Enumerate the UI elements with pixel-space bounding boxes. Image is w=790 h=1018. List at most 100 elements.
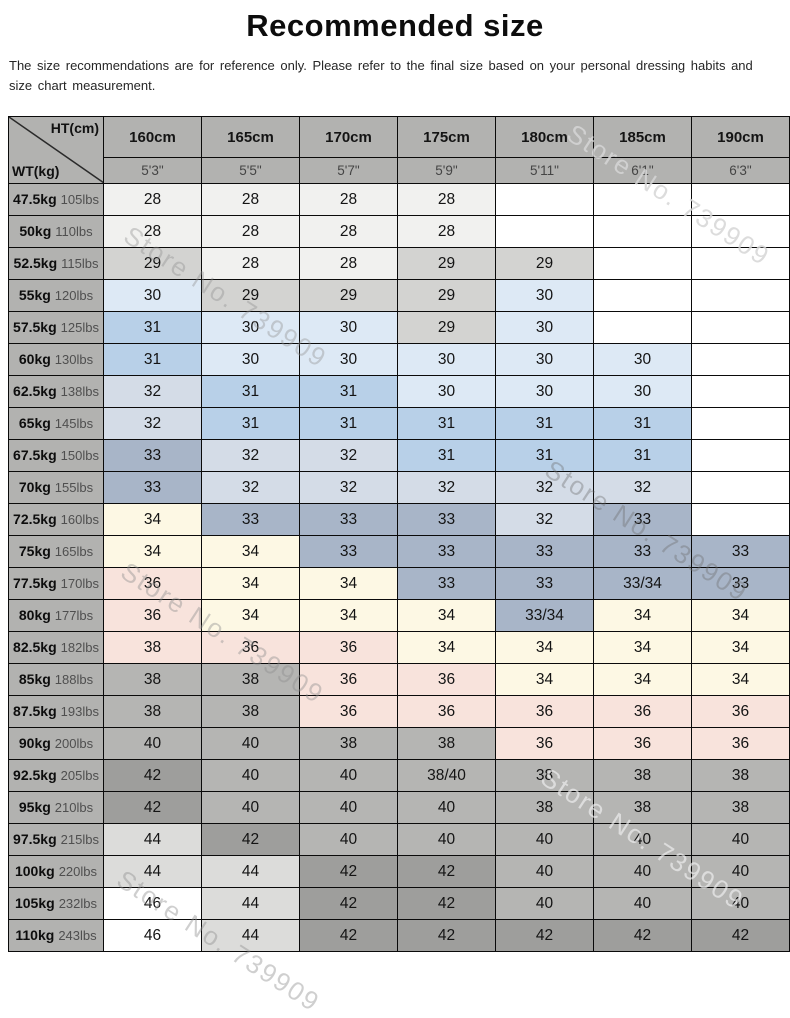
size-cell: 40: [299, 791, 398, 824]
size-cell: 33: [103, 439, 202, 472]
height-header-cell: 185cm: [593, 116, 692, 158]
size-cell: 30: [593, 375, 692, 408]
size-cell: 33: [495, 535, 594, 568]
table-row: 70kg 155lbs 33 32 32 32 32 32: [8, 471, 790, 504]
weight-label-cell: 92.5kg 205lbs: [8, 759, 104, 792]
size-cell: 42: [397, 919, 496, 952]
size-cell: 33: [299, 535, 398, 568]
height-subheader-cell: 5'3": [103, 157, 202, 184]
size-cell: 38: [103, 631, 202, 664]
height-header-cell: 180cm: [495, 116, 594, 158]
weight-kg-label: 60kg: [18, 350, 51, 367]
size-cell: 28: [103, 215, 202, 248]
size-cell: 29: [299, 279, 398, 312]
size-cell: 40: [495, 887, 594, 920]
size-cell: 42: [397, 855, 496, 888]
size-cell: 40: [201, 759, 300, 792]
size-cell: 36: [103, 567, 202, 600]
weight-lbs-label: 110lbs: [55, 223, 93, 239]
weight-kg-label: 100kg: [14, 862, 55, 879]
weight-kg-label: 85kg: [18, 670, 51, 687]
weight-lbs-label: 232lbs: [58, 895, 97, 911]
weight-label-cell: 97.5kg 215lbs: [8, 823, 104, 856]
size-cell: 34: [593, 663, 692, 696]
weight-kg-label: 55kg: [18, 286, 51, 303]
size-cell: [495, 183, 594, 216]
size-cell: 46: [103, 887, 202, 920]
height-subheader-cell: 5'9": [397, 157, 496, 184]
size-cell: 38: [691, 791, 790, 824]
size-cell: 31: [495, 439, 594, 472]
size-cell: 36: [691, 695, 790, 728]
table-row: 95kg 210lbs 42 40 40 40 38 38 38: [8, 791, 790, 824]
table-row: 90kg 200lbs 40 40 38 38 36 36 36: [8, 727, 790, 760]
size-cell: 36: [397, 663, 496, 696]
size-cell: 34: [201, 599, 300, 632]
size-cell: [691, 279, 790, 312]
weight-kg-label: 97.5kg: [13, 830, 57, 847]
size-cell: 42: [299, 887, 398, 920]
size-cell: 38: [397, 727, 496, 760]
size-cell: [691, 183, 790, 216]
size-cell: 31: [593, 407, 692, 440]
size-cell: 32: [593, 471, 692, 504]
size-cell: 28: [397, 215, 496, 248]
weight-lbs-label: 160lbs: [60, 511, 99, 527]
size-cell: 30: [495, 311, 594, 344]
weight-lbs-label: 105lbs: [60, 191, 99, 207]
size-cell: 34: [397, 631, 496, 664]
size-cell: 28: [201, 247, 300, 280]
page-title: Recommended size: [246, 8, 544, 43]
size-cell: 40: [397, 823, 496, 856]
size-cell: 36: [691, 727, 790, 760]
size-cell: 33: [299, 503, 398, 536]
weight-kg-label: 70kg: [18, 478, 51, 495]
size-cell: 36: [103, 599, 202, 632]
note-text: The size recommendations are for referen…: [9, 58, 753, 93]
size-cell: 40: [691, 855, 790, 888]
size-cell: 40: [691, 823, 790, 856]
weight-label-cell: 90kg 200lbs: [8, 727, 104, 760]
size-cell: 38: [593, 791, 692, 824]
height-header-cell: 190cm: [691, 116, 790, 158]
size-cell: 38: [691, 759, 790, 792]
size-cell: 30: [103, 279, 202, 312]
size-cell: 34: [495, 663, 594, 696]
weight-label-cell: 82.5kg 182lbs: [8, 631, 104, 664]
size-cell: 36: [495, 695, 594, 728]
weight-label-cell: 67.5kg 150lbs: [8, 439, 104, 472]
size-cell: 29: [201, 279, 300, 312]
size-cell: 36: [201, 631, 300, 664]
table-row: 52.5kg 115lbs 29 28 28 29 29: [8, 247, 790, 280]
size-cell: 31: [103, 311, 202, 344]
size-cell: 32: [201, 471, 300, 504]
size-cell: 40: [299, 823, 398, 856]
weight-kg-label: 92.5kg: [13, 766, 57, 783]
weight-label-cell: 85kg 188lbs: [8, 663, 104, 696]
size-cell: 31: [299, 375, 398, 408]
size-cell: 34: [103, 503, 202, 536]
table-row: 97.5kg 215lbs 44 42 40 40 40 40 40: [8, 823, 790, 856]
weight-lbs-label: 170lbs: [60, 575, 99, 591]
table-row: 60kg 130lbs 31 30 30 30 30 30: [8, 343, 790, 376]
size-cell: 29: [397, 279, 496, 312]
size-cell: [691, 503, 790, 536]
size-cell: 33: [397, 535, 496, 568]
size-cell: 30: [593, 343, 692, 376]
weight-lbs-label: 138lbs: [60, 383, 99, 399]
size-cell: 30: [201, 343, 300, 376]
size-cell: [691, 375, 790, 408]
size-cell: 31: [495, 407, 594, 440]
weight-kg-label: 87.5kg: [13, 702, 57, 719]
size-cell: [691, 471, 790, 504]
size-cell: 32: [397, 471, 496, 504]
size-cell: 36: [397, 695, 496, 728]
size-cell: 40: [299, 759, 398, 792]
size-cell: 38: [299, 727, 398, 760]
size-cell: 31: [201, 407, 300, 440]
weight-lbs-label: 210lbs: [54, 799, 94, 815]
weight-label-cell: 60kg 130lbs: [8, 343, 104, 376]
table-row: 62.5kg 138lbs 32 31 31 30 30 30: [8, 375, 790, 408]
size-cell: 40: [593, 823, 692, 856]
size-cell: [593, 247, 692, 280]
